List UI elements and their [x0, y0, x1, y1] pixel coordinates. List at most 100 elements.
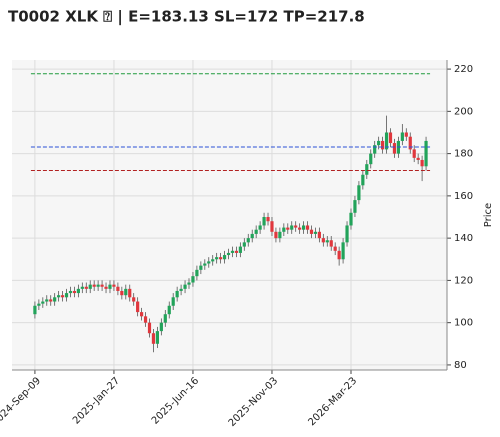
candle-body — [104, 286, 108, 289]
candle-body — [76, 288, 80, 294]
plot-area — [12, 60, 447, 370]
candle-body — [128, 288, 132, 298]
candle-body — [219, 257, 223, 260]
candle-body — [116, 286, 120, 291]
candle-body — [349, 212, 353, 226]
candle-body — [96, 284, 100, 287]
candle-body — [317, 231, 321, 239]
candle-body — [136, 301, 140, 313]
candle-body — [373, 145, 377, 154]
candle-body — [329, 240, 333, 247]
candle-body — [258, 225, 262, 230]
candle-body — [408, 136, 412, 150]
candle-body — [313, 231, 318, 234]
candle-body — [108, 284, 112, 289]
candle-body — [404, 132, 408, 137]
candle-body — [309, 229, 314, 234]
candle-body — [199, 265, 203, 270]
y-tick-label: 120 — [454, 275, 473, 286]
candle-body — [203, 263, 207, 266]
y-tick-label: 220 — [454, 64, 473, 75]
candle-body — [139, 312, 144, 317]
candle-body — [68, 290, 73, 294]
candle-body — [353, 200, 357, 213]
candle-body — [183, 284, 187, 289]
candle-body — [416, 157, 420, 160]
candle-body — [179, 288, 183, 291]
candle-body — [230, 250, 235, 253]
candle-body — [361, 174, 365, 186]
candle-body — [384, 132, 389, 150]
candle-body — [388, 132, 393, 144]
candle-body — [286, 227, 290, 230]
candle-body — [100, 284, 104, 287]
candle-body — [345, 225, 349, 243]
y-axis-label: Price — [483, 203, 494, 227]
candle-body — [207, 261, 211, 264]
candle-body — [412, 149, 416, 158]
x-tick-label: 2024-Sep-09 — [0, 375, 43, 428]
candle-body — [37, 303, 41, 306]
x-tick-label: 2026-Mar-23 — [306, 375, 359, 428]
candle-body — [120, 290, 124, 296]
candle-body — [53, 297, 57, 302]
y-tick-label: 140 — [454, 233, 473, 244]
candle-body — [294, 225, 298, 228]
candle-body — [64, 293, 69, 298]
candle-body — [325, 240, 329, 243]
x-tick-label: 2025-Jan-27 — [71, 375, 122, 426]
y-tick-label: 160 — [454, 191, 473, 202]
candle-body — [274, 231, 278, 239]
candle-body — [49, 299, 53, 302]
candle-body — [155, 331, 159, 344]
candle-body — [357, 185, 361, 201]
candle-body — [191, 276, 195, 283]
candle-body — [380, 140, 385, 150]
candle-body — [369, 153, 373, 165]
candle-body — [132, 297, 136, 302]
candle-body — [290, 225, 294, 230]
candle-body — [238, 246, 242, 253]
candle-body — [298, 227, 302, 230]
candle-body — [341, 242, 345, 260]
x-tick-label: 2025-Jun-16 — [150, 375, 201, 426]
candle-body — [254, 229, 258, 234]
candle-body — [88, 284, 92, 289]
candle-body — [301, 225, 306, 230]
candle-body — [45, 299, 49, 302]
candle-body — [41, 301, 45, 304]
candle-body — [151, 333, 156, 344]
candle-body — [365, 164, 369, 175]
candle-body — [377, 140, 381, 146]
candle-body — [211, 259, 215, 262]
candle-body — [112, 284, 116, 287]
y-tick-label: 100 — [454, 318, 473, 329]
candle-body — [143, 316, 148, 323]
candle-body — [60, 295, 65, 298]
y-tick-label: 180 — [454, 149, 473, 160]
candle-body — [321, 238, 325, 243]
candle-body — [424, 140, 428, 167]
candle-body — [187, 282, 191, 285]
candle-body — [234, 250, 239, 253]
candle-body — [337, 250, 341, 260]
candle-body — [171, 297, 175, 306]
candle-body — [80, 286, 84, 289]
candle-body — [215, 257, 219, 260]
candle-body — [92, 284, 96, 287]
candle-body — [195, 269, 199, 277]
chart-title: T0002 XLK ⍰ | E=183.13 SL=172 TP=217.8 — [8, 8, 365, 27]
candle-body — [33, 305, 37, 315]
candle-body — [305, 225, 310, 230]
candle-body — [400, 132, 404, 141]
candle-body — [270, 221, 274, 232]
candle-body — [392, 143, 397, 154]
candle-body — [250, 233, 254, 239]
candle-body — [226, 252, 231, 256]
candle-body — [159, 322, 163, 332]
candle-body — [262, 217, 266, 226]
candle-body — [124, 288, 128, 296]
candle-body — [266, 217, 270, 222]
candle-body — [246, 238, 250, 243]
